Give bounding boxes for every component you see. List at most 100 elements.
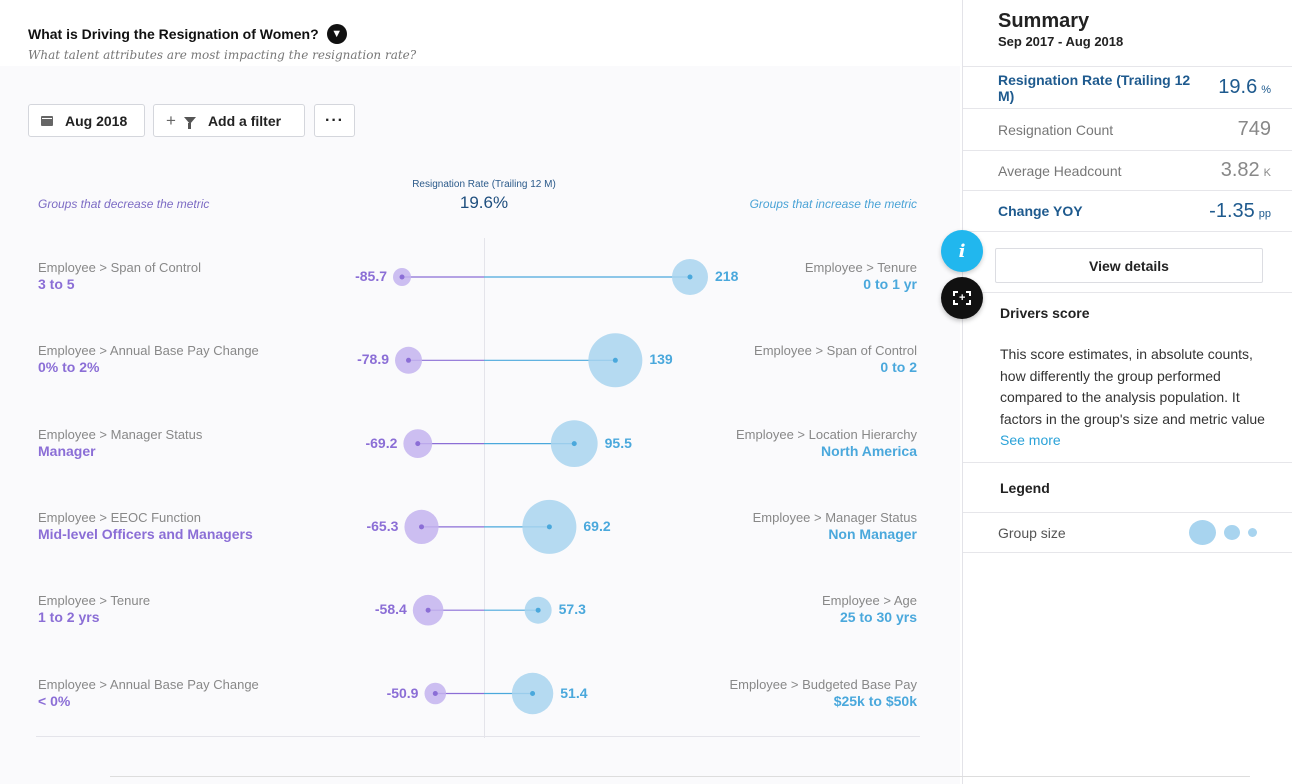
left-group-label: Employee > Annual Base Pay Change 0% to 2… bbox=[38, 343, 259, 375]
change-yoy-label: Change YOY bbox=[998, 203, 1083, 219]
rate-unit: % bbox=[1261, 84, 1271, 96]
summary-row-resignation-rate[interactable]: Resignation Rate (Trailing 12 M) 19.6% bbox=[963, 66, 1292, 108]
chart-marks bbox=[393, 259, 708, 715]
driver-dot-positive[interactable] bbox=[687, 274, 693, 280]
left-group-name[interactable]: Manager bbox=[38, 442, 96, 459]
chart-baseline bbox=[36, 736, 920, 737]
page-title: What is Driving the Resignation of Women… bbox=[28, 26, 319, 42]
negative-value-label: -58.4 bbox=[374, 601, 407, 618]
add-filter-label: Add a filter bbox=[207, 112, 282, 129]
positive-value-label: 57.3 bbox=[558, 601, 586, 618]
right-group-name[interactable]: North America bbox=[821, 442, 917, 459]
date-label: Aug 2018 bbox=[65, 112, 128, 129]
capture-icon: + bbox=[953, 291, 971, 305]
driver-dot-positive[interactable] bbox=[535, 607, 541, 613]
see-more-link[interactable]: See more bbox=[1000, 432, 1061, 448]
rate-number: 19.6 bbox=[1218, 76, 1258, 98]
more-options-button[interactable]: ··· bbox=[314, 104, 355, 137]
left-group-name[interactable]: Mid-level Officers and Managers bbox=[38, 525, 253, 542]
driver-dot-negative[interactable] bbox=[419, 524, 425, 530]
calendar-icon bbox=[41, 115, 53, 126]
right-group-label: Employee > Age 25 to 30 yrs bbox=[822, 593, 917, 625]
right-group-label: Employee > Budgeted Base Pay $25k to $50k bbox=[729, 677, 917, 709]
legend-heading: Legend bbox=[963, 462, 1292, 512]
date-picker-button[interactable]: Aug 2018 bbox=[28, 104, 145, 137]
left-group-category: Employee > Annual Base Pay Change bbox=[38, 343, 259, 359]
positive-value-label: 69.2 bbox=[583, 517, 611, 534]
legend-dot-small bbox=[1248, 528, 1257, 537]
resignation-rate-label: Resignation Rate (Trailing 12 M) bbox=[998, 71, 1191, 104]
yoy-number: -1.35 bbox=[1209, 199, 1255, 222]
title-row: What is Driving the Resignation of Women… bbox=[28, 24, 347, 44]
average-headcount-label: Average Headcount bbox=[998, 162, 1122, 179]
resignation-rate-value: 19.6% bbox=[1218, 76, 1271, 99]
right-group-name[interactable]: $25k to $50k bbox=[833, 692, 917, 709]
driver-dot-negative[interactable] bbox=[406, 357, 412, 363]
right-group-category: Employee > Manager Status bbox=[752, 509, 917, 525]
right-group-name[interactable]: 25 to 30 yrs bbox=[839, 609, 917, 626]
left-group-category: Employee > Manager Status bbox=[38, 426, 203, 442]
left-group-label: Employee > Annual Base Pay Change < 0% bbox=[38, 677, 259, 709]
negative-value-label: -69.2 bbox=[365, 434, 398, 451]
right-group-category: Employee > Tenure bbox=[804, 260, 917, 275]
summary-date-range: Sep 2017 - Aug 2018 bbox=[998, 34, 1124, 49]
driver-dot-negative[interactable] bbox=[425, 607, 431, 613]
plus-icon: + bbox=[166, 110, 176, 130]
screen-capture-button[interactable]: + bbox=[941, 277, 983, 319]
right-group-label: Employee > Tenure 0 to 1 yr bbox=[805, 260, 917, 292]
left-group-category: Employee > Annual Base Pay Change bbox=[38, 676, 259, 692]
page-header: What is Driving the Resignation of Women… bbox=[0, 0, 960, 66]
left-group-label: Employee > EEOC Function Mid-level Office… bbox=[38, 510, 253, 542]
average-headcount-value: 3.82 K bbox=[1221, 159, 1271, 182]
right-group-label: Employee > Span of Control 0 to 2 bbox=[754, 343, 917, 375]
driver-dot-positive[interactable] bbox=[530, 691, 536, 696]
left-group-name[interactable]: 0% to 2% bbox=[38, 359, 100, 376]
headcount-number: 3.82 bbox=[1220, 159, 1260, 181]
left-group-name[interactable]: 1 to 2 yrs bbox=[38, 609, 100, 626]
decrease-hint: Groups that decrease the metric bbox=[38, 197, 210, 211]
driver-dot-positive[interactable] bbox=[612, 357, 618, 363]
driver-dot-negative[interactable] bbox=[432, 691, 438, 696]
right-group-category: Employee > Span of Control bbox=[754, 343, 917, 359]
drivers-score-description: This score estimates, in absolute counts… bbox=[1000, 344, 1270, 452]
positive-value-label: 51.4 bbox=[560, 684, 588, 701]
negative-value-label: -65.3 bbox=[366, 517, 399, 534]
negative-value-label: -78.9 bbox=[357, 351, 389, 368]
chart-metric-label: Resignation Rate (Trailing 12 M) bbox=[412, 179, 556, 190]
left-group-label: Employee > Manager Status Manager bbox=[38, 427, 202, 459]
chevron-down-icon[interactable]: ▼ bbox=[326, 24, 347, 44]
drivers-chart: Groups that decrease the metric Groups t… bbox=[0, 66, 960, 784]
view-details-button[interactable]: View details bbox=[995, 248, 1263, 283]
positive-value-label: 95.5 bbox=[604, 434, 632, 451]
left-group-name[interactable]: 3 to 5 bbox=[38, 276, 75, 292]
left-group-category: Employee > Span of Control bbox=[38, 260, 201, 275]
right-group-name[interactable]: 0 to 1 yr bbox=[863, 276, 917, 292]
driver-dot-negative[interactable] bbox=[399, 274, 405, 280]
driver-dot-negative[interactable] bbox=[415, 441, 421, 447]
increase-hint: Groups that increase the metric bbox=[749, 197, 917, 211]
negative-value-label: -85.7 bbox=[355, 268, 387, 284]
left-group-label: Employee > Tenure 1 to 2 yrs bbox=[38, 593, 150, 625]
left-group-name[interactable]: < 0% bbox=[38, 692, 71, 709]
driver-dot-positive[interactable] bbox=[546, 524, 552, 530]
drivers-score-heading: Drivers score bbox=[963, 292, 1292, 333]
headcount-unit: K bbox=[1263, 167, 1271, 179]
summary-row-change-yoy[interactable]: Change YOY -1.35 pp bbox=[963, 190, 1292, 232]
resignation-count-value: 749 bbox=[1237, 118, 1271, 140]
info-icon[interactable]: i bbox=[941, 230, 983, 272]
right-group-category: Employee > Budgeted Base Pay bbox=[729, 676, 917, 692]
resignation-count-label: Resignation Count bbox=[998, 121, 1114, 138]
positive-value-label: 218 bbox=[715, 268, 739, 284]
right-group-label: Employee > Location Hierarchy North Ameri… bbox=[736, 427, 917, 459]
right-group-name[interactable]: Non Manager bbox=[828, 525, 917, 542]
main-area: Aug 2018 + Add a filter ··· Groups that … bbox=[0, 66, 960, 784]
summary-row-average-headcount[interactable]: Average Headcount 3.82 K bbox=[963, 150, 1292, 190]
chart-metric-value: 19.6% bbox=[459, 193, 509, 212]
right-group-category: Employee > Age bbox=[821, 593, 917, 609]
driver-dot-positive[interactable] bbox=[571, 441, 577, 447]
right-group-name[interactable]: 0 to 2 bbox=[880, 359, 917, 376]
summary-row-resignation-count[interactable]: Resignation Count 749 bbox=[963, 108, 1292, 150]
add-filter-button[interactable]: + Add a filter bbox=[153, 104, 305, 137]
page-subtitle: What talent attributes are most impactin… bbox=[28, 48, 417, 62]
